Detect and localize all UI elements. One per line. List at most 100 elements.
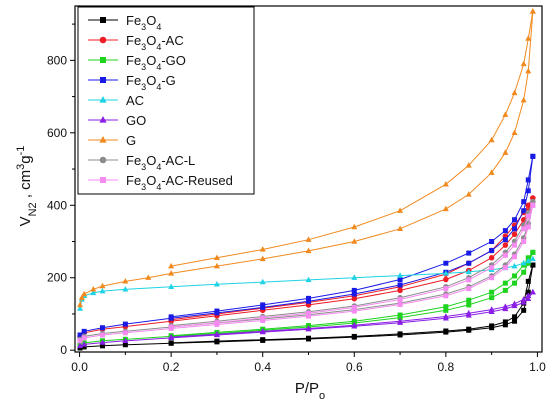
- data-point: [351, 238, 358, 244]
- legend-label-part: O: [146, 173, 156, 188]
- data-point: [77, 342, 84, 349]
- series-group: [77, 255, 536, 311]
- legend-label-part: -AC-Reused: [161, 173, 233, 188]
- data-point: [351, 321, 358, 328]
- legend-label-part: 4: [156, 182, 161, 192]
- data-point: [443, 286, 449, 292]
- data-point: [260, 304, 266, 310]
- data-point: [525, 177, 531, 183]
- data-point: [99, 36, 107, 44]
- y-axis-title-rest: , cm: [17, 170, 34, 203]
- data-point: [520, 259, 527, 266]
- data-point: [466, 302, 472, 308]
- data-point: [489, 289, 495, 295]
- y-axis-title-sup1: 3: [15, 164, 27, 170]
- data-point: [100, 17, 106, 23]
- data-point: [443, 304, 449, 310]
- data-point: [502, 280, 508, 286]
- x-tick-label: 0.2: [163, 360, 180, 374]
- data-point: [397, 272, 404, 278]
- legend-label-part: -AC-L: [161, 153, 195, 168]
- y-axis-title-sup2: -1: [15, 146, 27, 156]
- data-point: [214, 338, 220, 344]
- data-point: [397, 317, 404, 324]
- data-point: [511, 231, 518, 238]
- data-point: [78, 294, 85, 300]
- y-tick-label: 200: [47, 271, 67, 285]
- data-point: [351, 274, 358, 280]
- data-point: [168, 324, 174, 330]
- data-point: [443, 293, 449, 299]
- data-point: [466, 250, 472, 256]
- data-point: [213, 280, 220, 287]
- data-point: [351, 291, 357, 297]
- data-point: [81, 328, 87, 334]
- data-point: [397, 302, 403, 308]
- data-point: [260, 317, 266, 323]
- legend: Fe3O4Fe3O4-ACFe3O4-GOFe3O4-GACGOGFe3O4-A…: [77, 6, 255, 195]
- legend-label-part: GO: [126, 113, 146, 128]
- data-point: [397, 207, 404, 213]
- data-point: [521, 226, 527, 232]
- data-point: [99, 136, 107, 143]
- legend-label-part: Fe: [126, 153, 141, 168]
- data-point: [502, 287, 508, 293]
- legend-label-part: 3: [141, 82, 146, 92]
- data-point: [521, 238, 527, 244]
- data-point: [525, 188, 531, 194]
- data-point: [530, 153, 536, 159]
- legend-label-part: G: [126, 133, 136, 148]
- data-point: [512, 254, 518, 260]
- data-point: [99, 332, 105, 338]
- data-point: [525, 278, 531, 284]
- data-point: [99, 156, 107, 164]
- data-point: [81, 335, 87, 341]
- data-point: [488, 169, 495, 175]
- legend-label: Fe3O4-GO: [126, 53, 186, 72]
- data-point: [397, 225, 404, 232]
- data-point: [99, 116, 107, 123]
- data-point: [260, 337, 266, 343]
- legend-label-part: 3: [141, 42, 146, 52]
- legend-label-part: AC: [126, 93, 144, 108]
- data-point: [442, 180, 449, 187]
- data-point: [259, 255, 266, 262]
- data-point: [442, 205, 449, 212]
- data-point: [502, 322, 508, 328]
- data-point: [466, 297, 472, 303]
- legend-label-part: Fe: [126, 73, 141, 88]
- data-point: [443, 260, 449, 266]
- data-point: [489, 238, 495, 244]
- data-point: [306, 298, 311, 304]
- data-point: [466, 260, 472, 266]
- y-tick-label: 0: [60, 343, 67, 357]
- data-point: [213, 262, 220, 269]
- desorption-line: [171, 11, 534, 267]
- data-point: [306, 335, 311, 341]
- data-point: [81, 344, 87, 350]
- data-point: [489, 248, 495, 254]
- data-point: [168, 333, 175, 340]
- data-point: [521, 208, 527, 214]
- series-layer: [77, 8, 536, 351]
- data-point: [306, 310, 311, 316]
- data-point: [351, 304, 357, 310]
- x-tick-label: 1.0: [529, 360, 546, 374]
- legend-label: GO: [126, 113, 146, 128]
- data-point: [99, 339, 106, 345]
- data-point: [259, 246, 266, 252]
- data-point: [351, 308, 357, 314]
- legend-label-part: Fe: [126, 53, 141, 68]
- data-point: [512, 217, 518, 223]
- data-point: [525, 292, 532, 299]
- data-point: [77, 332, 83, 338]
- data-point: [525, 67, 532, 74]
- data-point: [502, 237, 508, 243]
- legend-label-part: 4: [156, 62, 161, 72]
- adsorption-line: [79, 205, 534, 342]
- legend-label: Fe3O4-AC-Reused: [126, 173, 233, 192]
- series-group: [77, 153, 536, 338]
- data-point: [122, 342, 128, 348]
- data-point: [530, 249, 536, 255]
- legend-label-part: -AC: [161, 33, 183, 48]
